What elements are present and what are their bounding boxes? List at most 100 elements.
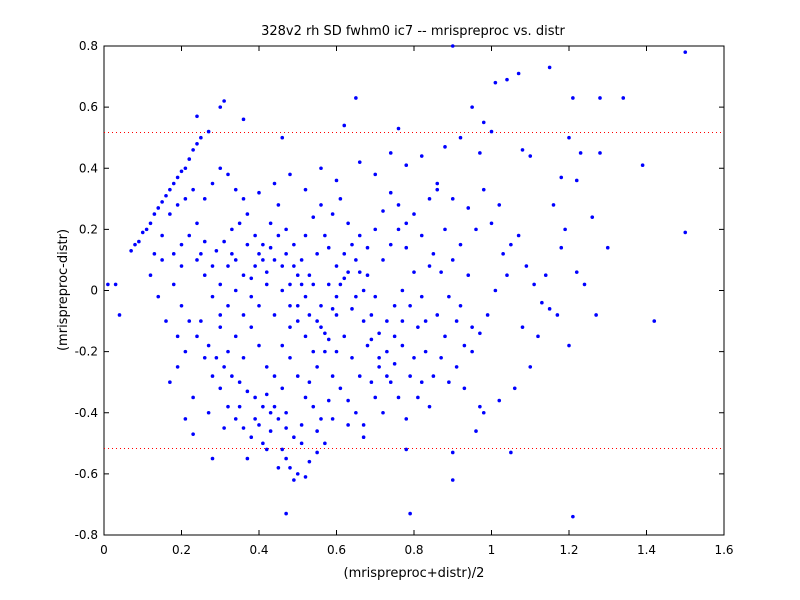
data-point (594, 313, 598, 317)
data-point (199, 319, 203, 323)
data-point (466, 206, 471, 210)
data-point (179, 264, 184, 268)
data-point (326, 282, 331, 287)
data-point (241, 355, 246, 360)
data-point (140, 230, 145, 235)
data-point (683, 50, 688, 54)
data-point (183, 349, 188, 354)
data-point (319, 203, 323, 207)
data-point (241, 426, 246, 430)
data-point (454, 365, 459, 369)
data-point (563, 227, 567, 232)
data-point (237, 404, 242, 409)
data-point (466, 273, 471, 278)
data-point (288, 355, 292, 360)
data-point (497, 398, 502, 403)
data-point (435, 187, 440, 192)
data-point (373, 294, 378, 299)
data-point (323, 331, 327, 336)
data-point (388, 242, 393, 247)
data-point (652, 319, 657, 323)
data-point (357, 374, 362, 378)
data-point (295, 319, 300, 323)
data-point (365, 273, 370, 278)
data-point (419, 233, 424, 238)
y-tick-label: -0.8 (75, 528, 98, 542)
data-point (295, 374, 300, 378)
data-point (489, 129, 494, 134)
data-point (230, 227, 234, 232)
data-point (241, 313, 246, 317)
data-point (567, 135, 571, 140)
data-point (354, 410, 358, 415)
data-point (272, 181, 277, 186)
data-point (350, 242, 354, 247)
data-point (268, 245, 273, 250)
data-point (261, 242, 265, 247)
data-point (396, 203, 401, 207)
data-point (315, 319, 319, 323)
y-tick-label: 0.8 (79, 39, 98, 53)
x-tick-label: 0.2 (172, 543, 191, 557)
y-axis-label: (mrispreproc-distr) (56, 229, 71, 351)
data-point (334, 313, 339, 317)
data-point (334, 294, 339, 299)
data-point (385, 374, 389, 378)
y-tick-label: -0.4 (75, 406, 98, 420)
data-point (571, 514, 575, 519)
data-point (361, 288, 366, 293)
data-point (334, 264, 339, 268)
data-point (520, 325, 525, 329)
data-point (171, 282, 176, 287)
data-point (311, 282, 316, 287)
y-axis-ticks: 0.8 0.6 0.4 0.2 0 -0.2 -0.4 -0.6 -0.8 (75, 39, 724, 542)
data-point (381, 209, 385, 213)
data-point (369, 380, 374, 384)
data-point (226, 404, 230, 409)
data-point (404, 245, 409, 250)
data-point (168, 212, 172, 216)
data-point (202, 239, 207, 244)
data-point (605, 245, 610, 250)
data-point (261, 258, 265, 262)
data-point (559, 175, 564, 180)
data-point (210, 181, 215, 186)
reference-lines (104, 131, 724, 450)
data-point (354, 96, 358, 100)
data-point (505, 77, 509, 82)
data-point (423, 319, 428, 323)
data-point (381, 410, 385, 415)
data-point (361, 435, 366, 440)
data-point (191, 148, 195, 152)
data-point (288, 465, 292, 470)
data-point (412, 212, 416, 216)
data-point (257, 343, 261, 348)
y-tick-label: 0 (90, 284, 98, 298)
data-point (264, 447, 269, 452)
data-point (195, 142, 199, 146)
data-point (195, 258, 199, 262)
data-point (303, 334, 308, 339)
data-point (249, 294, 254, 299)
data-point (400, 319, 405, 323)
data-point (330, 212, 335, 216)
data-point (191, 432, 195, 436)
data-point (214, 248, 219, 253)
data-point (257, 423, 261, 427)
data-point (334, 178, 339, 183)
data-point (156, 294, 161, 299)
data-point (346, 221, 350, 226)
data-point (206, 410, 211, 415)
data-point (474, 429, 478, 433)
data-point (396, 395, 401, 400)
data-point (253, 417, 257, 421)
data-point (230, 252, 234, 256)
data-point (377, 331, 381, 336)
data-point (350, 307, 354, 311)
data-point (245, 212, 250, 216)
data-point (164, 193, 168, 198)
data-point (299, 441, 304, 446)
data-point (326, 337, 331, 342)
data-point (543, 273, 548, 278)
data-points (106, 44, 688, 519)
